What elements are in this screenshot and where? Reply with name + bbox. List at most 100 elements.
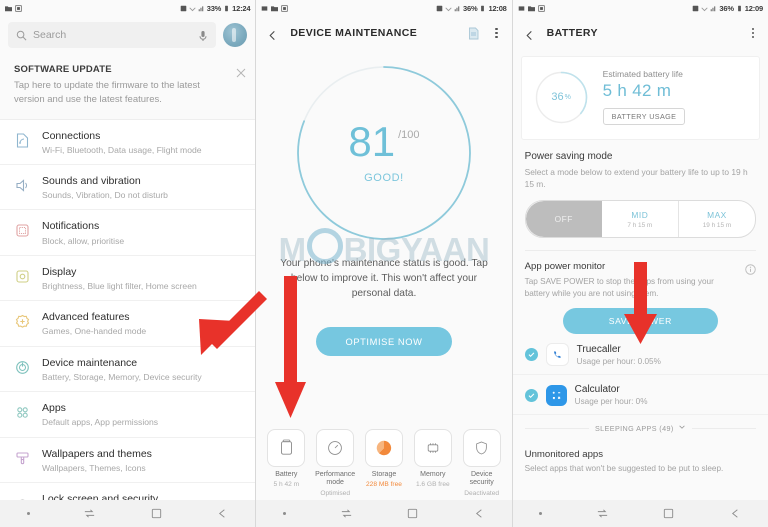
overflow-menu-icon[interactable] [492, 27, 500, 39]
search-placeholder: Search [33, 29, 67, 41]
display-icon [14, 268, 31, 285]
item-subtitle: Battery, Storage, Memory, Device securit… [42, 371, 202, 382]
power-mode-off[interactable]: OFF [525, 201, 602, 238]
home-icon[interactable] [406, 507, 419, 520]
item-title: Connections [42, 129, 101, 142]
tile-performance-mode[interactable]: Performance mode Optimised [312, 428, 358, 497]
device-maintenance-screen: 36% 12:08 DEVICE MAINTENANCE 81 /100 [255, 0, 512, 527]
sidebar-item-notifications[interactable]: Notifications Block, allow, prioritise [0, 210, 256, 256]
memory-tile-icon-box [413, 428, 452, 467]
score-label: GOOD! [364, 172, 404, 184]
tile-value: 1.6 GB free [415, 481, 450, 489]
sidebar-item-advanced-features[interactable]: Advanced features Games, One-handed mode [0, 301, 256, 347]
power-mode-mid[interactable]: MID 7 h 15 m [602, 201, 679, 238]
app-name: Truecaller [576, 343, 621, 355]
tile-storage[interactable]: Storage 228 MB free [361, 428, 407, 498]
sleeping-apps-row[interactable]: SLEEPING APPS (49) [513, 415, 768, 441]
battery-usage-button[interactable]: BATTERY USAGE [602, 108, 686, 125]
tile-label: Device security [469, 470, 494, 487]
avatar[interactable] [223, 23, 248, 47]
unmonitored-description: Select apps that won't be suggested to b… [524, 464, 724, 474]
search-input[interactable]: Search [8, 22, 217, 48]
status-bar-left-icons [261, 4, 288, 12]
back-chevron-icon[interactable] [524, 28, 535, 40]
recents-icon[interactable] [83, 507, 96, 520]
status-bar-left-icons [5, 4, 22, 12]
settings-list: Connections Wi-Fi, Bluetooth, Data usage… [0, 119, 256, 523]
maintenance-score-section: 81 /100 GOOD! M BIGYAAN [256, 50, 512, 268]
checkbox-checked-icon[interactable] [524, 388, 538, 402]
item-subtitle: Block, allow, prioritise [42, 235, 125, 246]
close-icon[interactable] [236, 65, 246, 78]
sidebar-item-wallpapers-and-themes[interactable]: Wallpapers and themes Wallpapers, Themes… [0, 437, 256, 484]
app-power-monitor-section: App power monitor Tap SAVE POWER to stop… [513, 251, 768, 300]
microphone-icon[interactable] [198, 29, 208, 41]
phone-icon [545, 343, 569, 367]
info-icon[interactable] [745, 262, 756, 276]
score-text: 81 /100 GOOD! [294, 63, 474, 243]
app-usage: Usage per hour: 0.05% [576, 356, 661, 366]
power-saving-title: Power saving mode [524, 151, 613, 162]
back-chevron-icon[interactable] [267, 28, 278, 40]
battery-icon [736, 5, 743, 12]
signal-icon [710, 5, 717, 12]
maintenance-description: Your phone's maintenance status is good.… [256, 255, 512, 302]
calculator-icon [545, 384, 567, 406]
nav-dot-icon [26, 512, 30, 515]
document-icon[interactable] [467, 27, 480, 40]
tile-label: Battery [275, 470, 298, 478]
page-title: DEVICE MAINTENANCE [290, 27, 418, 39]
sidebar-item-display[interactable]: Display Brightness, Blue light filter, H… [0, 255, 256, 302]
unmonitored-apps-section[interactable]: Unmonitored apps Select apps that won't … [513, 441, 768, 473]
clock-label: 12:09 [744, 3, 763, 13]
tile-battery[interactable]: Battery 5 h 42 m [263, 428, 309, 498]
sim-icon [281, 4, 288, 12]
item-subtitle: Games, One-handed mode [42, 326, 147, 337]
item-title: Notifications [42, 220, 100, 233]
save-power-button[interactable]: SAVE POWER [562, 308, 718, 335]
item-title: Device maintenance [42, 356, 138, 369]
performance-tile-icon-box [316, 428, 355, 467]
power-mode-label: MAX [707, 209, 727, 220]
battery-screen: 36% 12:09 BATTERY 36% Estimated batte [511, 0, 768, 527]
clock-label: 12:24 [232, 3, 251, 13]
app-row-truecaller[interactable]: Truecaller Usage per hour: 0.05% [512, 334, 768, 376]
storage-pie-icon [376, 440, 392, 455]
recents-icon[interactable] [596, 507, 609, 520]
alarm-icon [436, 5, 443, 12]
security-tile-icon-box [462, 428, 501, 467]
folder-icon [527, 5, 535, 12]
section-divider [524, 250, 756, 252]
software-update-banner[interactable]: SOFTWARE UPDATE Tap here to update the f… [0, 54, 256, 120]
battery-icon [479, 5, 486, 12]
back-icon[interactable] [473, 507, 486, 520]
sidebar-item-device-maintenance[interactable]: Device maintenance Battery, Storage, Mem… [0, 346, 256, 393]
app-row-calculator[interactable]: Calculator Usage per hour: 0% [512, 375, 768, 416]
battery-percent-label: 36% [719, 3, 734, 13]
alarm-icon [692, 5, 699, 12]
score-value: 81 [348, 118, 396, 165]
sidebar-item-apps[interactable]: Apps Default apps, App permissions [0, 392, 256, 438]
power-mode-max[interactable]: MAX 19 h 15 m [679, 201, 755, 237]
shield-icon [476, 441, 487, 454]
wifi-icon [445, 5, 452, 12]
battery-tile-icon-box [267, 428, 306, 467]
advanced-features-icon [14, 313, 31, 330]
chevron-down-icon[interactable] [678, 423, 686, 433]
back-icon[interactable] [216, 507, 229, 520]
home-icon[interactable] [150, 507, 163, 520]
recents-icon[interactable] [340, 507, 353, 520]
sidebar-item-sounds-and-vibration[interactable]: Sounds and vibration Sounds, Vibration, … [0, 164, 256, 211]
overflow-menu-icon[interactable] [749, 27, 757, 39]
home-icon[interactable] [662, 507, 675, 520]
item-subtitle: Sounds, Vibration, Do not disturb [42, 190, 168, 201]
back-icon[interactable] [729, 507, 742, 520]
optimise-now-button[interactable]: OPTIMISE NOW [315, 327, 452, 357]
app-name: Calculator [574, 384, 620, 396]
tile-device-security[interactable]: Device security Deactivated [459, 428, 505, 497]
checkbox-checked-icon[interactable] [524, 348, 538, 362]
sidebar-item-connections[interactable]: Connections Wi-Fi, Bluetooth, Data usage… [0, 119, 256, 165]
power-saving-mode-selector[interactable]: OFF MID 7 h 15 m MAX 19 h 15 m [524, 200, 756, 239]
storage-tile-icon-box [364, 428, 403, 467]
tile-memory[interactable]: Memory 1.6 GB free [410, 428, 456, 498]
